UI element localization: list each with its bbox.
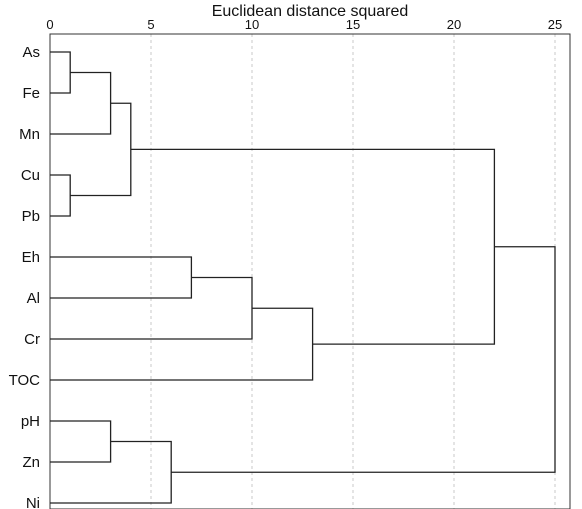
leaf-label: Ni — [26, 495, 40, 509]
leaf-label: Eh — [22, 249, 40, 266]
leaf-labels: As Fe Mn Cu Pb Eh Al Cr TOC pH Zn Ni — [9, 44, 41, 509]
x-tick-label: 10 — [245, 17, 259, 32]
dendrogram-link — [171, 246, 556, 473]
leaf-label: Pb — [22, 208, 40, 225]
x-axis-ticks: 0 5 10 15 20 25 — [46, 17, 562, 32]
leaf-label: Fe — [22, 85, 40, 102]
plot-frame — [49, 33, 571, 509]
leaf-label: Cu — [21, 167, 40, 184]
leaf-label: As — [22, 44, 40, 61]
x-axis-title: Euclidean distance squared — [212, 3, 409, 20]
grid-lines — [150, 34, 556, 509]
dendrogram-link — [50, 307, 314, 381]
leaf-label: Cr — [24, 331, 40, 348]
leaf-label: Zn — [22, 454, 40, 471]
leaf-label: Al — [27, 290, 40, 307]
leaf-label: TOC — [9, 372, 41, 389]
dendrogram-link — [50, 256, 193, 299]
leaf-label: Mn — [19, 126, 40, 143]
dendrogram-link — [50, 420, 112, 463]
x-tick-label: 5 — [147, 17, 154, 32]
leaf-label: pH — [21, 413, 40, 430]
x-tick-label: 15 — [346, 17, 360, 32]
dendrogram-link — [50, 174, 71, 217]
dendrogram-link — [50, 51, 71, 94]
dendrogram-link — [70, 102, 132, 197]
x-tick-label: 25 — [548, 17, 562, 32]
dendrogram-links — [50, 51, 556, 504]
x-tick-label: 0 — [46, 17, 53, 32]
dendrogram-link — [50, 71, 112, 135]
x-tick-label: 20 — [447, 17, 461, 32]
